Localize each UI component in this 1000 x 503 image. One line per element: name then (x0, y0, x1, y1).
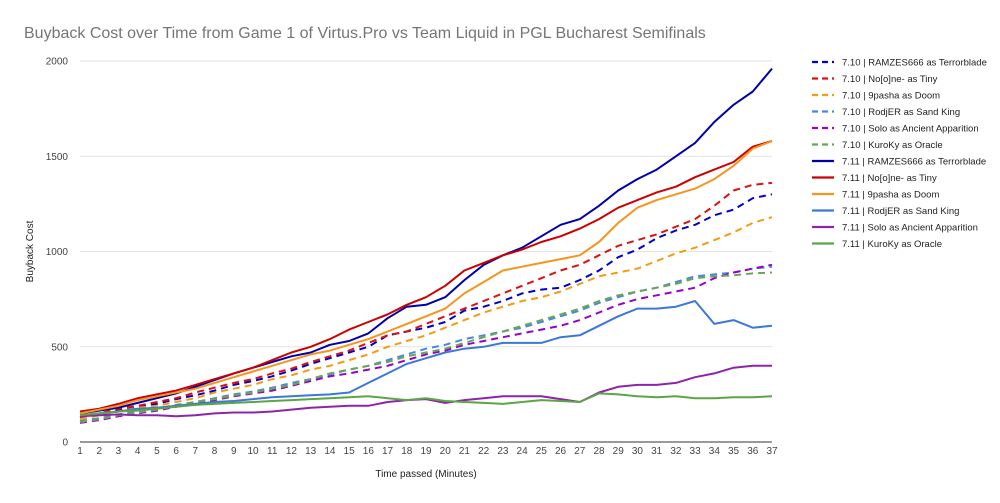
x-axis-label: Time passed (Minutes) (375, 469, 476, 480)
series-lines (79, 67, 773, 424)
x-tick-label: 27 (574, 446, 586, 457)
x-tick-label: 37 (766, 446, 778, 457)
x-tick-label: 2 (96, 446, 102, 457)
legend-label: 7.10 | 9pasha as Doom (842, 91, 940, 102)
x-tick-label: 12 (286, 446, 298, 457)
legend-label: 7.10 | RodjER as Sand King (842, 107, 960, 118)
x-tick-label: 13 (305, 446, 317, 457)
legend-label: 7.11 | 9pasha as Doom (842, 190, 939, 201)
x-tick-label: 10 (247, 446, 259, 457)
x-tick-label: 18 (401, 446, 413, 457)
x-tick-label: 30 (632, 446, 644, 457)
series-line-9 (79, 140, 773, 415)
series-line-8 (79, 140, 773, 413)
grid (80, 60, 772, 348)
y-tick-label: 0 (62, 438, 68, 449)
x-tick-label: 20 (440, 446, 452, 457)
x-tick-label: 25 (536, 446, 548, 457)
x-tick-label: 31 (651, 446, 663, 457)
x-tick-label: 28 (593, 446, 605, 457)
chart-title: Buyback Cost over Time from Game 1 of Vi… (24, 25, 706, 42)
x-tick-label: 5 (154, 446, 160, 457)
x-tick-label: 29 (613, 446, 625, 457)
x-tick-label: 14 (324, 446, 336, 457)
legend-label: 7.11 | RAMZES666 as Terrorblade (842, 157, 986, 168)
series-line-6 (79, 271, 773, 423)
x-tick-label: 19 (420, 446, 432, 457)
x-tick-label: 32 (670, 446, 682, 457)
legend-label: 7.11 | No[o]ne- as Tiny (842, 173, 937, 184)
x-tick-label: 1 (77, 446, 83, 457)
x-tick-label: 22 (478, 446, 490, 457)
x-axis-ticks: 1 2 3 4 5 6 7 8 9 10 11 12 13 14 15 16 17 18 19 20 21 22 23 24 2… (77, 446, 778, 457)
x-tick-label: 11 (267, 446, 278, 457)
y-tick-label: 500 (51, 342, 68, 353)
x-tick-label: 34 (709, 446, 721, 457)
x-tick-label: 26 (555, 446, 567, 457)
y-tick-label: 2000 (46, 57, 69, 68)
y-tick-label: 1500 (46, 152, 69, 163)
series-line-5 (79, 263, 773, 424)
x-tick-label: 23 (497, 446, 509, 457)
legend-label: 7.11 | KuroKy as Oracle (842, 239, 942, 250)
x-tick-label: 35 (728, 446, 740, 457)
x-tick-label: 3 (116, 446, 122, 457)
legend-label: 7.10 | RAMZES666 as Terrorblade (842, 58, 987, 69)
legend-label: 7.10 | No[o]ne- as Tiny (842, 74, 938, 85)
series-line-7 (79, 67, 773, 415)
x-tick-label: 4 (135, 446, 141, 457)
x-tick-label: 9 (231, 446, 237, 457)
series-line-12 (79, 392, 773, 417)
legend-label: 7.10 | Solo as Ancient Apparition (842, 124, 979, 135)
y-tick-label: 1000 (46, 247, 69, 258)
series-line-2 (79, 181, 773, 419)
legend-label: 7.11 | RodjER as Sand King (842, 206, 959, 217)
x-tick-label: 24 (517, 446, 529, 457)
y-axis-label: Buyback Cost (25, 220, 36, 282)
x-tick-label: 21 (459, 446, 471, 457)
x-tick-label: 16 (363, 446, 375, 457)
x-tick-label: 36 (747, 446, 759, 457)
legend-label: 7.10 | KuroKy as Oracle (842, 140, 943, 151)
x-tick-label: 33 (690, 446, 702, 457)
x-tick-label: 17 (382, 446, 394, 457)
x-tick-label: 6 (173, 446, 179, 457)
x-tick-label: 7 (193, 446, 199, 457)
x-tick-label: 8 (212, 446, 218, 457)
legend-label: 7.11 | Solo as Ancient Apparition (842, 223, 978, 234)
x-tick-label: 15 (344, 446, 356, 457)
legend: 7.10 | RAMZES666 as Terrorblade 7.10 | No… (812, 58, 987, 250)
y-axis-ticks: 0 500 1000 1500 2000 (46, 57, 69, 449)
